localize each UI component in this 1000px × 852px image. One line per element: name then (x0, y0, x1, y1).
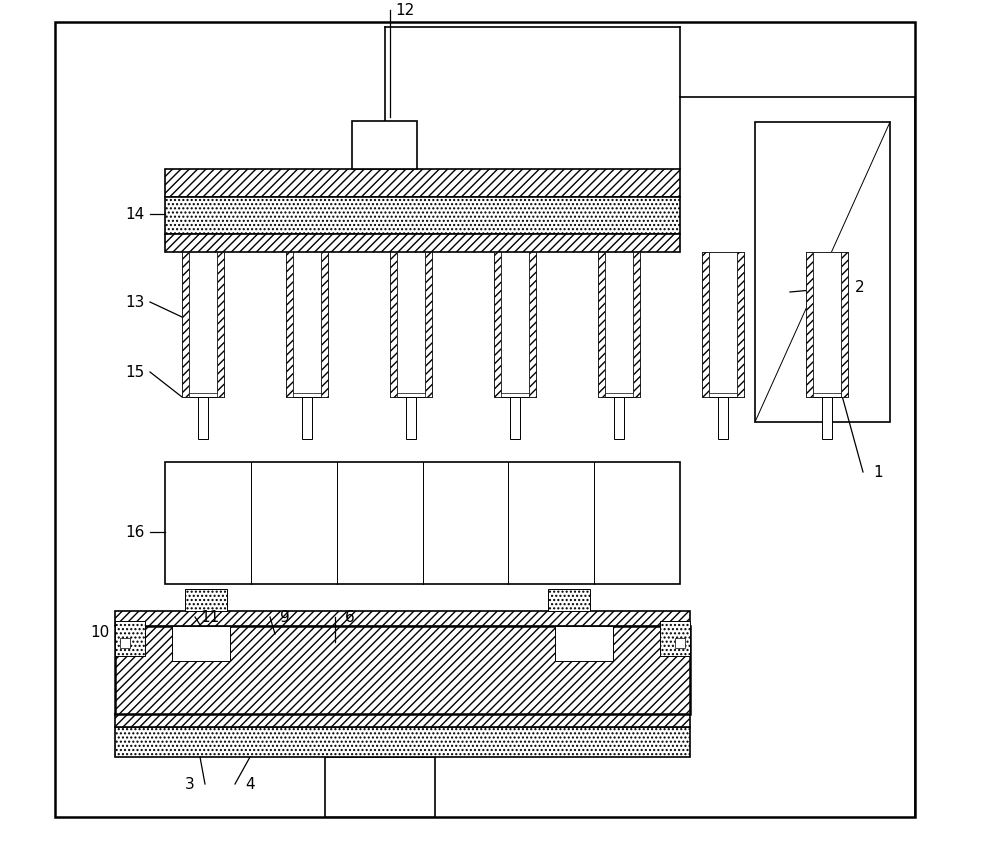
Bar (165, 170, 680, 198)
Bar (115, 727, 690, 757)
Text: 12: 12 (395, 3, 415, 19)
Text: 16: 16 (125, 525, 145, 540)
Bar (702, 253, 744, 398)
Bar (302, 398, 312, 440)
Bar (55, 23, 915, 817)
Bar (185, 590, 227, 611)
Bar (182, 253, 224, 398)
Bar (633, 253, 640, 398)
Bar (755, 123, 890, 423)
Bar (501, 253, 529, 394)
Bar (614, 398, 624, 440)
Bar (120, 638, 130, 648)
Bar (352, 122, 417, 170)
Bar (494, 253, 536, 398)
Bar (115, 626, 690, 714)
Bar (605, 253, 633, 394)
Bar (660, 621, 690, 656)
Bar (286, 253, 328, 398)
Bar (548, 590, 590, 611)
Bar (189, 253, 217, 394)
Bar (198, 398, 208, 440)
Bar (390, 253, 397, 398)
Bar (165, 463, 680, 584)
Text: 9: 9 (280, 610, 290, 625)
Bar (115, 621, 145, 656)
Bar (406, 398, 416, 440)
Bar (115, 714, 690, 727)
Text: 3: 3 (185, 776, 195, 792)
Bar (529, 253, 536, 398)
Bar (709, 253, 737, 394)
Bar (702, 253, 709, 398)
Bar (598, 253, 640, 398)
Bar (813, 253, 841, 394)
Text: 10: 10 (90, 625, 110, 640)
Bar (718, 398, 728, 440)
Bar (182, 253, 189, 398)
Text: 4: 4 (245, 776, 255, 792)
Bar (598, 253, 605, 398)
Bar (806, 253, 848, 398)
Text: 11: 11 (200, 610, 220, 625)
Bar (425, 253, 432, 398)
Bar (325, 757, 435, 817)
Bar (115, 611, 690, 626)
Bar (286, 253, 293, 398)
Bar (737, 253, 744, 398)
Bar (841, 253, 848, 398)
Text: 6: 6 (345, 610, 355, 625)
Bar (172, 626, 230, 661)
Text: 2: 2 (855, 280, 865, 295)
Text: 1: 1 (873, 465, 883, 480)
Bar (165, 198, 680, 234)
Bar (165, 234, 680, 253)
Text: 15: 15 (125, 365, 145, 380)
Bar (293, 253, 321, 394)
Text: 13: 13 (125, 295, 145, 310)
Bar (510, 398, 520, 440)
Bar (217, 253, 224, 398)
Bar (822, 398, 832, 440)
Bar (494, 253, 501, 398)
Bar (806, 253, 813, 398)
Bar (555, 626, 613, 661)
Bar (675, 638, 685, 648)
Bar (397, 253, 425, 394)
Bar (321, 253, 328, 398)
Text: 14: 14 (125, 207, 145, 222)
Bar (390, 253, 432, 398)
